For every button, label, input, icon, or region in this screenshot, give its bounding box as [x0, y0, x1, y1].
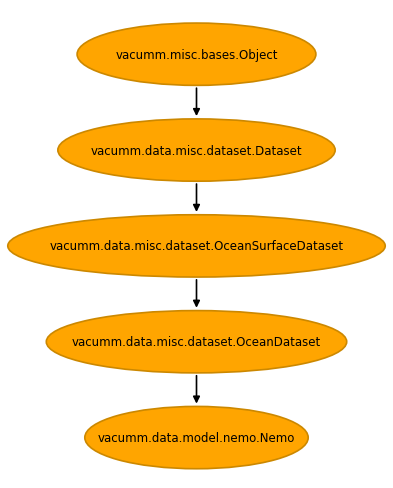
Ellipse shape [77, 24, 316, 86]
Text: vacumm.data.misc.dataset.OceanSurfaceDataset: vacumm.data.misc.dataset.OceanSurfaceDat… [50, 240, 343, 253]
Text: vacumm.data.misc.dataset.Dataset: vacumm.data.misc.dataset.Dataset [91, 144, 302, 157]
Text: vacumm.data.misc.dataset.OceanDataset: vacumm.data.misc.dataset.OceanDataset [72, 336, 321, 348]
Ellipse shape [85, 407, 308, 469]
Ellipse shape [46, 311, 347, 373]
Text: vacumm.misc.bases.Object: vacumm.misc.bases.Object [115, 49, 278, 61]
Ellipse shape [8, 215, 385, 278]
Text: vacumm.data.model.nemo.Nemo: vacumm.data.model.nemo.Nemo [98, 431, 295, 444]
Ellipse shape [58, 120, 335, 182]
